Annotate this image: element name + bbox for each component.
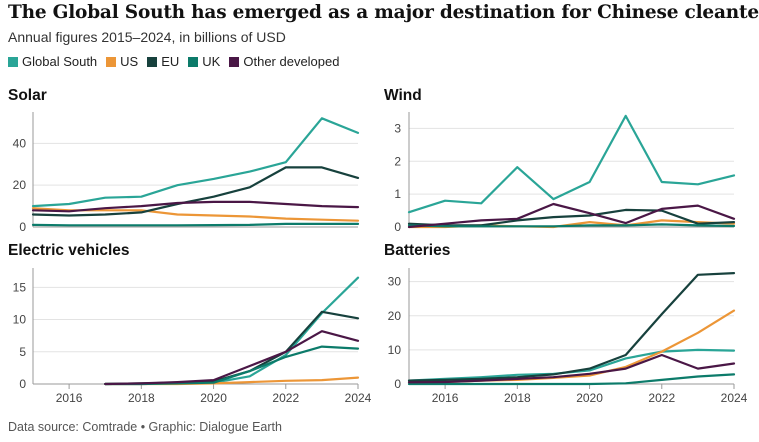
batteries-panel-title: Batteries [384, 242, 450, 259]
solar-series-line-eu [31, 166, 360, 217]
electric-vehicles-y-tick-label: 10 [13, 313, 27, 327]
batteries-series-line-uk [407, 373, 736, 386]
batteries-series-line-eu [407, 272, 736, 382]
batteries-y-tick-label: 20 [388, 309, 402, 323]
batteries-y-tick-label: 10 [388, 343, 402, 357]
electric-vehicles-x-tick-label: 2024 [345, 391, 372, 405]
electric-vehicles-y-tick-label: 0 [19, 377, 26, 391]
electric-vehicles-panel-title: Electric vehicles [8, 242, 130, 259]
solar-series-line-uk [31, 222, 360, 227]
solar-series-line-global-south [31, 117, 360, 208]
legend-item-global-south: Global South [8, 54, 97, 69]
legend-swatch-global-south [8, 56, 18, 67]
legend-item-eu: EU [147, 54, 179, 69]
batteries-y-tick-label: 0 [394, 377, 401, 391]
electric-vehicles-y-tick-label: 15 [13, 280, 27, 294]
legend-swatch-us [106, 56, 117, 67]
page-title: The Global South has emerged as a major … [8, 2, 759, 23]
wind-y-tick-label: 1 [394, 187, 401, 201]
wind-panel-title: Wind [384, 87, 422, 104]
wind-series-line-global-south [407, 114, 736, 214]
wind-y-tick-label: 0 [394, 220, 401, 234]
solar-y-tick-label: 0 [19, 220, 26, 234]
chart-legend: Global South US EU UK Other developed [8, 54, 348, 69]
legend-swatch-eu [147, 56, 158, 67]
electric-vehicles-series-line-other-developed [104, 330, 360, 386]
batteries-x-tick-label: 2022 [648, 391, 675, 405]
wind-y-tick-label: 2 [394, 154, 401, 168]
page-subtitle: Annual figures 2015–2024, in billions of… [8, 29, 286, 45]
electric-vehicles-series-line-global-south [104, 276, 360, 386]
batteries-y-tick-label: 30 [388, 275, 402, 289]
solar-y-tick-label: 20 [13, 178, 27, 192]
batteries-x-tick-label: 2018 [504, 391, 531, 405]
wind-y-tick-label: 3 [394, 121, 401, 135]
batteries-x-tick-label: 2016 [432, 391, 459, 405]
legend-label-us: US [120, 54, 139, 69]
electric-vehicles-x-tick-label: 2018 [128, 391, 155, 405]
legend-label-uk: UK [202, 54, 221, 69]
electric-vehicles-x-tick-label: 2020 [200, 391, 227, 405]
electric-vehicles-x-tick-label: 2016 [56, 391, 83, 405]
legend-item-us: US [106, 54, 138, 69]
wind-series-line-uk [407, 223, 736, 228]
wind-series-line-other-developed [407, 202, 736, 229]
legend-item-other-developed: Other developed [229, 54, 339, 69]
batteries-x-tick-label: 2024 [721, 391, 748, 405]
batteries-series-line-other-developed [407, 353, 736, 384]
legend-label-global-south: Global South [22, 54, 98, 69]
legend-swatch-uk [188, 56, 199, 67]
electric-vehicles-y-tick-label: 5 [19, 345, 26, 359]
batteries-x-tick-label: 2020 [576, 391, 603, 405]
legend-label-eu: EU [161, 54, 180, 69]
legend-swatch-other-developed [229, 56, 240, 67]
solar-y-tick-label: 40 [13, 136, 27, 150]
legend-item-uk: UK [188, 54, 220, 69]
data-source-note: Data source: Comtrade • Graphic: Dialogu… [8, 420, 282, 434]
electric-vehicles-x-tick-label: 2022 [272, 391, 299, 405]
solar-panel-title: Solar [8, 87, 47, 104]
legend-label-other-developed: Other developed [243, 54, 340, 69]
solar-series-line-other-developed [31, 200, 360, 213]
